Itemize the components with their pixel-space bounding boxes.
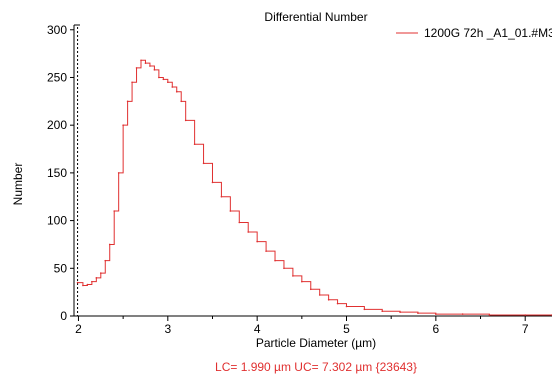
data-point — [91, 280, 93, 283]
data-point — [318, 294, 321, 296]
x-ticks: 2 3 4 5 6 7 — [75, 316, 529, 336]
data-point — [100, 272, 102, 274]
y-tick-label: 0 — [60, 309, 67, 323]
data-point — [336, 302, 339, 305]
data-point — [175, 90, 178, 93]
data-point — [309, 288, 312, 291]
data-point — [184, 119, 187, 122]
data-point — [292, 275, 294, 277]
data-point — [247, 231, 250, 233]
data-point — [167, 81, 169, 84]
y-ticks: 0 50 100 150 200 250 300 — [47, 23, 74, 323]
data-point — [381, 310, 384, 313]
data-point — [104, 259, 107, 262]
y-axis-label: Number — [11, 163, 25, 206]
data-point — [274, 259, 276, 262]
chart-title: Differential Number — [264, 10, 367, 24]
data-point — [435, 313, 437, 315]
y-tick-label: 300 — [47, 23, 67, 37]
series-line — [77, 59, 552, 316]
data-point — [122, 124, 124, 126]
x-tick-label: 5 — [343, 322, 350, 336]
data-point — [117, 172, 120, 174]
data-point — [220, 195, 223, 198]
x-tick-label: 2 — [75, 322, 82, 336]
data-point — [345, 305, 348, 308]
legend: 1200G 72h _A1_01.#M3 — [396, 26, 552, 40]
data-point — [193, 143, 196, 146]
data-point — [135, 67, 138, 69]
data-point — [283, 267, 285, 270]
data-point — [82, 284, 84, 287]
footer-annotation: LC= 1.990 µm UC= 7.302 µm {23643} — [215, 360, 417, 374]
data-point — [140, 59, 142, 62]
y-tick-label: 50 — [54, 261, 68, 275]
data-point — [113, 210, 116, 212]
data-point — [461, 313, 464, 315]
data-point — [76, 281, 79, 284]
x-axis-label: Particle Diameter (µm) — [256, 336, 376, 350]
x-tick-label: 6 — [433, 322, 440, 336]
y-tick-label: 150 — [47, 166, 67, 180]
x-tick-label: 7 — [522, 322, 529, 336]
data-point — [488, 314, 491, 316]
data-point — [131, 81, 133, 84]
data-point — [86, 283, 89, 286]
data-point — [158, 76, 160, 79]
x-tick-label: 3 — [164, 322, 171, 336]
data-point — [162, 78, 165, 81]
data-point — [327, 298, 330, 301]
data-point — [229, 210, 232, 212]
data-point — [202, 162, 205, 165]
data-point — [256, 240, 258, 243]
data-point — [524, 314, 526, 316]
data-point — [211, 181, 214, 184]
data-point — [144, 62, 147, 64]
data-point — [153, 69, 156, 71]
y-tick-label: 250 — [47, 70, 67, 84]
x-tick-label: 4 — [254, 322, 261, 336]
y-tick-label: 200 — [47, 118, 67, 132]
data-point — [180, 100, 183, 103]
y-tick-label: 100 — [47, 214, 67, 228]
data-point — [417, 312, 419, 314]
data-point — [363, 308, 366, 311]
plot-area — [73, 24, 552, 317]
data-point — [399, 311, 401, 313]
data-point — [108, 243, 111, 246]
data-point — [149, 65, 151, 67]
data-point — [95, 277, 98, 279]
data-point — [238, 221, 241, 224]
data-point — [265, 250, 267, 252]
data-point — [171, 86, 174, 88]
data-point — [126, 100, 129, 103]
data-point — [301, 280, 303, 283]
legend-label: 1200G 72h _A1_01.#M3 — [424, 26, 552, 40]
